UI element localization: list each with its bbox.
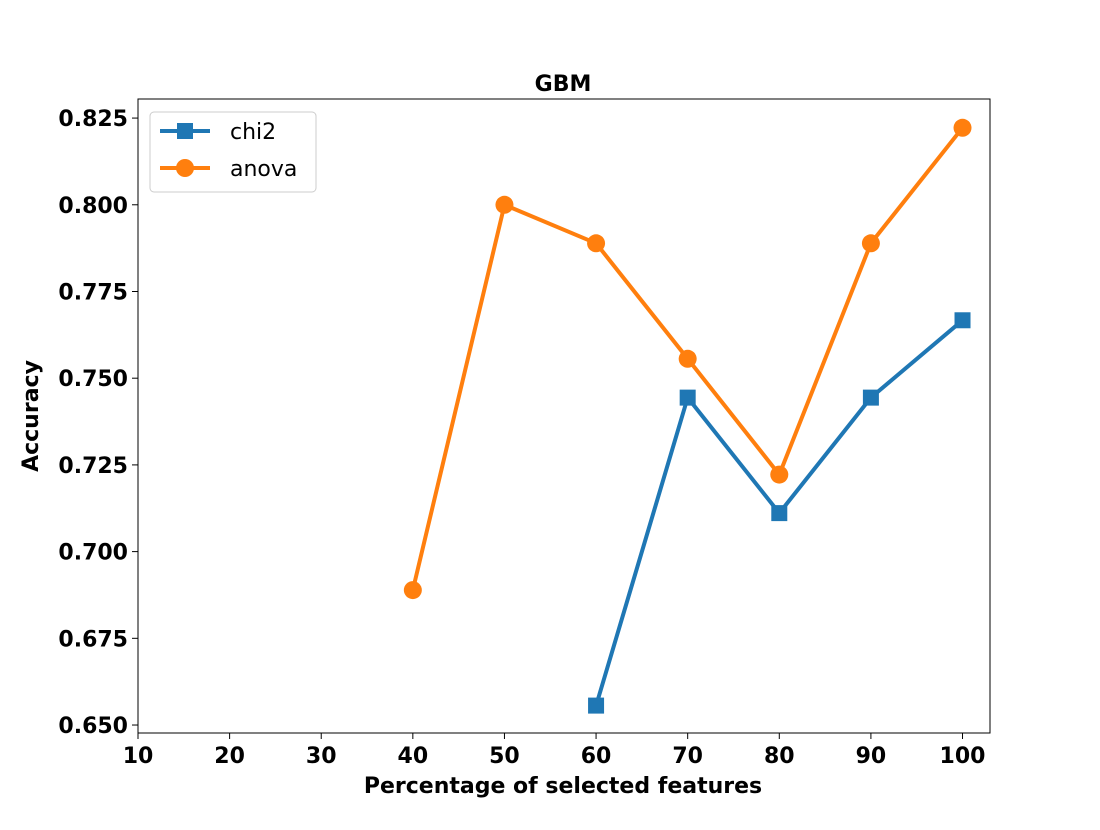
y-tick-label: 0.700 (58, 541, 128, 566)
data-point-anova (587, 234, 606, 253)
x-tick-label: 90 (856, 744, 887, 769)
x-tick-label: 40 (398, 744, 429, 769)
data-point-chi2 (679, 389, 696, 406)
data-point-chi2 (588, 697, 605, 714)
data-point-anova (770, 465, 789, 484)
x-axis-title: Percentage of selected features (364, 774, 762, 799)
legend-label-anova: anova (230, 157, 297, 182)
legend-label-chi2: chi2 (230, 120, 276, 145)
data-point-chi2 (954, 312, 971, 329)
data-point-anova (953, 118, 972, 137)
y-tick-label: 0.825 (58, 107, 128, 132)
y-tick-label: 0.775 (58, 280, 128, 305)
x-tick-label: 100 (940, 744, 986, 769)
x-axis-ticks: 10 20 30 40 50 60 70 80 90 100 (123, 733, 986, 769)
legend-marker-anova (176, 159, 194, 177)
series-layer (403, 118, 972, 714)
x-tick-label: 60 (581, 744, 612, 769)
data-point-anova (403, 581, 422, 600)
y-axis-ticks: 0.650 0.675 0.700 0.725 0.750 0.775 0.800 0.825 (58, 107, 138, 739)
plot-frame (137, 98, 991, 734)
y-tick-label: 0.750 (58, 367, 128, 392)
x-tick-label: 20 (214, 744, 245, 769)
chart-title: GBM (535, 72, 592, 97)
x-tick-label: 80 (764, 744, 795, 769)
legend-marker-chi2 (177, 123, 193, 139)
y-axis-title: Accuracy (19, 360, 44, 472)
y-tick-label: 0.650 (58, 714, 128, 739)
data-point-anova (495, 195, 514, 214)
y-tick-label: 0.725 (58, 454, 128, 479)
data-point-anova (678, 349, 697, 368)
x-tick-label: 70 (672, 744, 703, 769)
data-point-anova (861, 234, 880, 253)
y-tick-label: 0.675 (58, 627, 128, 652)
x-tick-label: 30 (306, 744, 337, 769)
legend: chi2 anova (149, 111, 317, 193)
y-tick-label: 0.800 (58, 194, 128, 219)
x-tick-label: 10 (123, 744, 154, 769)
data-point-chi2 (771, 505, 788, 522)
x-tick-label: 50 (489, 744, 520, 769)
data-point-chi2 (862, 389, 879, 406)
